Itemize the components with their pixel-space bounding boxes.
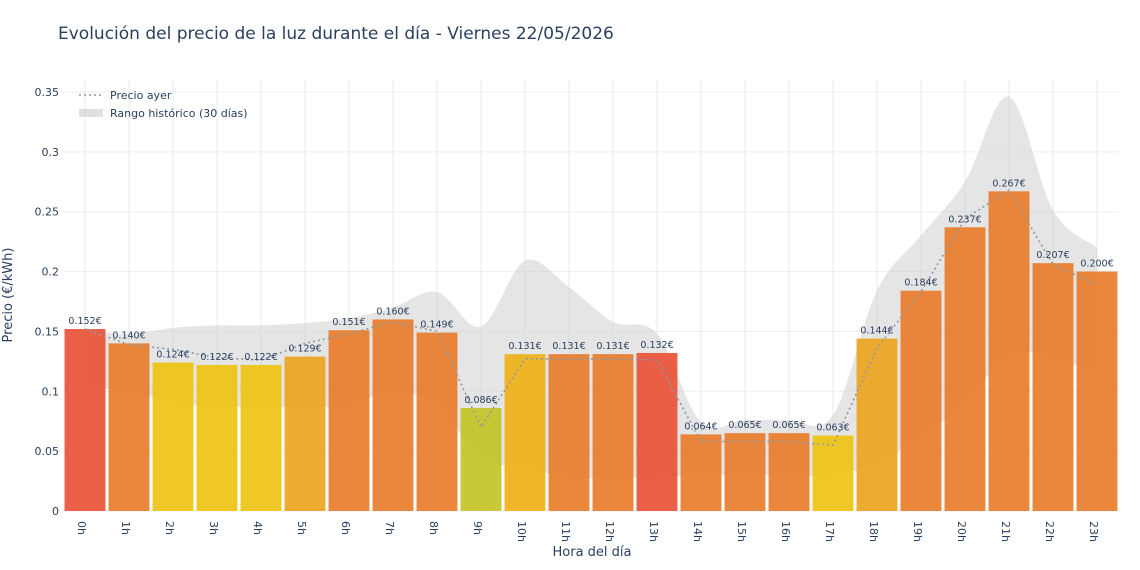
- bar-value-label: 0.267€: [992, 178, 1025, 189]
- x-tick-label: 4h: [251, 521, 264, 535]
- legend[interactable]: Precio ayer Rango histórico (30 días): [79, 89, 248, 120]
- price-bar: [680, 434, 722, 511]
- bar-value-label: 0.237€: [948, 214, 981, 225]
- y-tick-label: 0: [52, 505, 59, 518]
- price-bar: [812, 435, 854, 511]
- x-tick-label: 21h: [999, 521, 1012, 542]
- x-tick-label: 9h: [471, 521, 484, 535]
- legend-yesterday-label[interactable]: Precio ayer: [110, 89, 172, 102]
- price-bar: [460, 408, 502, 511]
- x-tick-label: 1h: [119, 521, 132, 535]
- price-bar: [768, 433, 810, 511]
- bar-value-label: 0.151€: [332, 317, 365, 328]
- price-bar: [416, 332, 458, 511]
- x-axis-title: Hora del día: [553, 545, 632, 560]
- y-tick-label: 0.2: [42, 266, 60, 279]
- price-bar: [1076, 271, 1118, 511]
- bar-value-label: 0.184€: [904, 278, 937, 289]
- chart-title: Evolución del precio de la luz durante e…: [58, 24, 614, 44]
- x-tick-label: 18h: [867, 521, 880, 542]
- bar-value-label: 0.086€: [464, 395, 497, 406]
- price-bar: [64, 329, 106, 511]
- x-tick-label: 10h: [515, 521, 528, 542]
- x-tick-label: 15h: [735, 521, 748, 542]
- bar-value-label: 0.124€: [156, 350, 189, 361]
- bar-value-label: 0.131€: [596, 341, 629, 352]
- price-bar: [988, 191, 1030, 511]
- price-bar: [592, 354, 634, 511]
- bar-labels-layer: 0.152€ 0.140€ 0.124€ 0.122€ 0.122€ 0.129€ 0.15…: [68, 178, 1113, 433]
- x-tick-label: 12h: [603, 521, 616, 542]
- legend-range-swatch: [79, 109, 103, 117]
- bar-value-label: 0.149€: [420, 320, 453, 331]
- bars-layer: [64, 191, 1118, 511]
- bar-value-label: 0.064€: [684, 421, 717, 432]
- price-bar: [504, 354, 546, 511]
- bar-value-label: 0.207€: [1036, 250, 1069, 261]
- price-bar: [284, 356, 326, 511]
- price-bar: [548, 354, 590, 511]
- y-axis-title: Precio (€/kWh): [1, 248, 16, 343]
- bar-value-label: 0.065€: [772, 420, 805, 431]
- y-tick-label: 0.1: [42, 385, 60, 398]
- x-tick-label: 3h: [207, 521, 220, 535]
- bar-value-label: 0.129€: [288, 344, 321, 355]
- x-tick-label: 17h: [823, 521, 836, 542]
- y-tick-label: 0.3: [42, 146, 60, 159]
- y-tick-label: 0.05: [35, 445, 60, 458]
- x-tick-label: 8h: [427, 521, 440, 535]
- x-tick-label: 16h: [779, 521, 792, 542]
- bar-value-label: 0.063€: [816, 423, 849, 434]
- bar-value-label: 0.132€: [640, 340, 673, 351]
- bar-value-label: 0.122€: [244, 352, 277, 363]
- bar-value-label: 0.152€: [68, 316, 101, 327]
- price-bar: [636, 352, 678, 511]
- bar-value-label: 0.144€: [860, 326, 893, 337]
- x-tick-label: 11h: [559, 521, 572, 542]
- price-bar: [108, 343, 150, 511]
- price-bar: [900, 290, 942, 511]
- price-bar: [1032, 263, 1074, 511]
- price-bar: [152, 362, 194, 511]
- bar-value-label: 0.131€: [552, 341, 585, 352]
- x-tick-label: 6h: [339, 521, 352, 535]
- x-tick-label: 20h: [955, 521, 968, 542]
- x-tick-label: 7h: [383, 521, 396, 535]
- price-bar: [196, 364, 238, 511]
- yesterday-price-line: [84, 189, 1098, 446]
- bar-value-label: 0.122€: [200, 352, 233, 363]
- legend-range-label[interactable]: Rango histórico (30 días): [110, 107, 248, 120]
- x-tick-label: 19h: [911, 521, 924, 542]
- price-bar: [328, 330, 370, 511]
- price-bar: [240, 364, 282, 511]
- bar-value-label: 0.200€: [1080, 259, 1113, 270]
- axis-layer: 0 0.05 0.1 0.15 0.2 0.25 0.3 0.35 0h 1h 2h 3h 4h 5h 6h…: [35, 86, 1101, 542]
- price-bar: [724, 433, 766, 511]
- x-tick-label: 22h: [1043, 521, 1056, 542]
- x-tick-label: 2h: [163, 521, 176, 535]
- x-tick-label: 23h: [1087, 521, 1100, 542]
- yesterday-line-layer: [84, 189, 1098, 446]
- bar-value-label: 0.065€: [728, 420, 761, 431]
- bar-value-label: 0.160€: [376, 306, 409, 317]
- price-bar: [372, 319, 414, 511]
- y-tick-label: 0.35: [35, 86, 60, 99]
- x-tick-label: 0h: [75, 521, 88, 535]
- bar-value-label: 0.131€: [508, 341, 541, 352]
- x-tick-label: 14h: [691, 521, 704, 542]
- x-tick-label: 13h: [647, 521, 660, 542]
- y-tick-label: 0.25: [35, 206, 60, 219]
- price-bar: [944, 227, 986, 511]
- y-tick-label: 0.15: [35, 325, 60, 338]
- bar-value-label: 0.140€: [112, 330, 145, 341]
- x-tick-label: 5h: [295, 521, 308, 535]
- price-bar: [856, 338, 898, 511]
